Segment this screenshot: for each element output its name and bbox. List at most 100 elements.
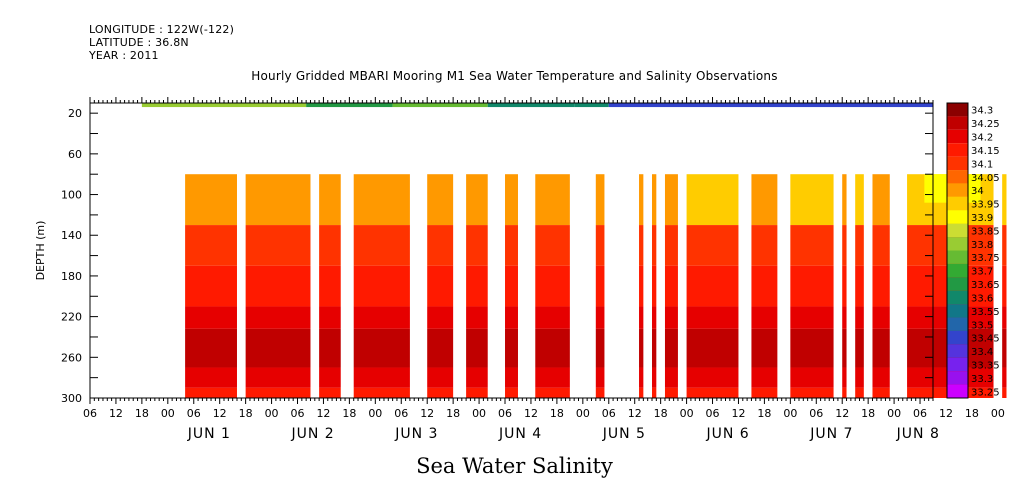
salinity-cell: [855, 328, 864, 368]
colorbar: 34.3 34.25 34.2 34.15 34.1 34.05 34 33.95 33.9 33…: [946, 102, 1000, 399]
x-hour-tick-label: 06: [706, 407, 720, 420]
salinity-cell: [245, 225, 311, 266]
salinity-cell: [427, 225, 454, 266]
salinity-cell: [686, 225, 739, 266]
salinity-cell: [353, 387, 410, 398]
salinity-cell: [664, 387, 678, 398]
y-tick-label: 100: [61, 189, 82, 202]
x-hour-tick-label: 12: [835, 407, 849, 420]
salinity-cell: [245, 367, 311, 388]
colorbar-swatch: [947, 384, 968, 398]
surface-salinity-cell: [392, 103, 488, 108]
colorbar-label: 33.85: [971, 226, 1000, 237]
salinity-cell: [466, 174, 488, 226]
salinity-cell: [535, 367, 570, 388]
x-hour-tick-label: 00: [576, 407, 590, 420]
salinity-cell: [842, 387, 847, 398]
salinity-cell: [639, 367, 644, 388]
salinity-cell: [855, 387, 864, 398]
salinity-cell: [842, 174, 847, 226]
colorbar-swatch: [947, 250, 968, 264]
colorbar-swatch: [947, 263, 968, 278]
salinity-cell: [652, 225, 657, 266]
salinity-cell: [842, 328, 847, 368]
salinity-cell: [535, 306, 570, 329]
salinity-cell: [790, 225, 834, 266]
x-hour-tick-label: 12: [316, 407, 330, 420]
latitude-label: LATITUDE : 36.8N: [89, 36, 189, 49]
salinity-cell: [751, 265, 778, 307]
salinity-cell: [664, 225, 678, 266]
salinity-cell: [535, 328, 570, 368]
colorbar-label: 33.8: [971, 240, 993, 251]
x-day-label: JUN 2: [290, 426, 334, 442]
colorbar-swatch: [947, 183, 968, 197]
salinity-cell: [652, 387, 657, 398]
salinity-cell: [245, 328, 311, 368]
salinity-cell: [245, 387, 311, 398]
colorbar-label: 33.45: [971, 334, 1000, 345]
surface-salinity-cell: [487, 103, 575, 108]
salinity-cell: [319, 265, 341, 307]
y-tick-label: 180: [61, 270, 82, 283]
salinity-cell: [639, 306, 644, 329]
salinity-cell: [751, 387, 778, 398]
salinity-cell: [1002, 265, 1007, 307]
salinity-cell: [595, 328, 605, 368]
x-day-label: JUN 1: [187, 426, 231, 442]
x-day-label: JUN 4: [498, 426, 542, 442]
salinity-cell: [639, 174, 644, 226]
salinity-cell: [790, 306, 834, 329]
salinity-cell: [427, 265, 454, 307]
salinity-cell: [505, 265, 518, 307]
salinity-cell: [842, 367, 847, 388]
salinity-cell: [353, 225, 410, 266]
salinity-cell: [652, 306, 657, 329]
colorbar-label: 33.9: [971, 213, 993, 224]
colorbar-swatch: [947, 317, 968, 331]
colorbar-swatch: [947, 304, 968, 318]
x-hour-tick-label: 06: [498, 407, 512, 420]
x-hour-tick-label: 00: [991, 407, 1005, 420]
colorbar-swatch: [947, 129, 968, 144]
salinity-cell: [245, 265, 311, 307]
colorbar-label: 33.5: [971, 320, 993, 331]
salinity-cell: [790, 387, 834, 398]
salinity-cell: [652, 174, 657, 226]
y-tick-label: 300: [61, 392, 82, 405]
salinity-cell: [595, 225, 605, 266]
salinity-cell: [353, 174, 410, 226]
salinity-cell: [855, 367, 864, 388]
salinity-cell: [185, 367, 237, 388]
salinity-cell: [855, 306, 864, 329]
salinity-cell: [639, 265, 644, 307]
colorbar-swatch: [947, 371, 968, 385]
salinity-cell: [353, 367, 410, 388]
salinity-cell: [751, 225, 778, 266]
salinity-cell: [1002, 225, 1007, 266]
x-day-label: JUN 6: [705, 426, 749, 442]
salinity-cell: [505, 225, 518, 266]
surface-salinity-cell: [141, 103, 307, 108]
x-day-label: JUN 5: [602, 426, 646, 442]
salinity-cell: [652, 328, 657, 368]
x-hour-tick-label: 12: [939, 407, 953, 420]
colorbar-label: 33.6: [971, 293, 993, 304]
salinity-cell: [427, 387, 454, 398]
x-hour-tick-label: 06: [394, 407, 408, 420]
x-hour-tick-label: 06: [913, 407, 927, 420]
salinity-cell: [872, 225, 890, 266]
x-hour-tick-label: 00: [783, 407, 797, 420]
surface-salinity-cell: [574, 103, 609, 108]
salinity-cell: [319, 174, 341, 226]
salinity-cell: [686, 265, 739, 307]
x-hour-tick-label: 18: [446, 407, 460, 420]
colorbar-label: 33.35: [971, 360, 1000, 371]
salinity-cell: [872, 367, 890, 388]
salinity-cell: [664, 306, 678, 329]
plot-frame: [89, 102, 934, 399]
salinity-cell: [790, 328, 834, 368]
y-tick-label: 20: [68, 107, 82, 120]
colorbar-label: 34.2: [971, 133, 993, 144]
colorbar-swatch: [947, 103, 968, 117]
